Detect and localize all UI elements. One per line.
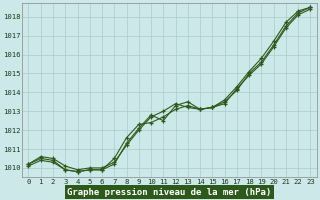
X-axis label: Graphe pression niveau de la mer (hPa): Graphe pression niveau de la mer (hPa) [67,188,272,197]
